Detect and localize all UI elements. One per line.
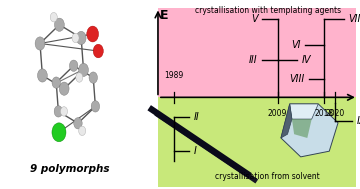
Text: 2020: 2020 [325, 109, 345, 118]
Circle shape [79, 126, 86, 136]
Text: II: II [193, 112, 199, 122]
Circle shape [89, 72, 98, 83]
Bar [158, 97, 356, 187]
Circle shape [78, 63, 89, 77]
Polygon shape [281, 104, 292, 138]
Text: IV: IV [302, 56, 311, 65]
Text: III: III [249, 56, 258, 65]
Circle shape [59, 82, 69, 95]
Circle shape [52, 123, 66, 142]
Circle shape [87, 26, 99, 42]
Circle shape [93, 44, 103, 58]
Circle shape [37, 69, 47, 82]
Text: VIII: VIII [289, 74, 305, 84]
Circle shape [76, 73, 83, 82]
Circle shape [35, 37, 45, 50]
Circle shape [91, 101, 100, 112]
Circle shape [54, 18, 64, 31]
Text: I: I [193, 146, 196, 156]
Circle shape [69, 60, 78, 71]
Bar [158, 8, 356, 97]
Text: V: V [251, 14, 258, 24]
Text: 2018: 2018 [315, 109, 334, 118]
Text: 9 polymorphs: 9 polymorphs [31, 164, 110, 174]
Circle shape [72, 33, 79, 43]
Circle shape [54, 106, 63, 117]
Circle shape [74, 118, 82, 129]
Circle shape [60, 107, 68, 116]
Text: IX: IX [357, 116, 360, 126]
Circle shape [50, 12, 57, 22]
Polygon shape [281, 104, 338, 157]
Text: crystallisation from solvent: crystallisation from solvent [215, 172, 320, 181]
Text: crystallisation with templating agents: crystallisation with templating agents [195, 6, 341, 15]
Text: E: E [160, 9, 169, 22]
Text: VI: VI [291, 40, 300, 50]
Circle shape [52, 77, 60, 88]
Text: 2009: 2009 [268, 109, 287, 118]
Text: 1989: 1989 [164, 71, 183, 80]
Text: VII: VII [348, 14, 360, 24]
Circle shape [76, 31, 86, 45]
Polygon shape [292, 119, 312, 138]
Polygon shape [290, 104, 318, 119]
